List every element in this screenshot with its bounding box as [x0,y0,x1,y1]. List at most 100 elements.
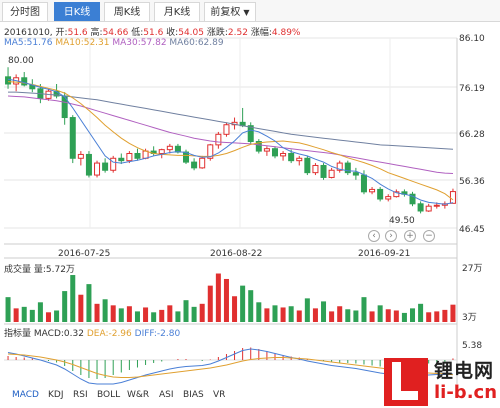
volume-bar [418,303,424,322]
zoom-out-icon[interactable]: − [423,230,435,242]
tab-vr[interactable]: VR [213,390,226,400]
candle-body [385,196,392,200]
macd-plot [4,347,457,385]
ma60-legend: MA60:62.89 [169,38,224,48]
macd-value: MACD:0.32 [33,329,84,339]
candle-body [158,149,165,154]
volume-bar [329,311,335,322]
candle-body [5,76,12,85]
volume-bar [345,309,351,322]
volume-bar [199,303,205,322]
volume-bar [361,297,367,322]
candle-body [191,161,198,169]
candle-body [320,164,327,178]
low-annotation: 49.50 [389,216,415,226]
low-label: 低: [131,28,144,38]
candle-body [199,157,206,169]
ma-lines [7,78,454,205]
volume-label: 成交量 量:5.72万 [4,265,75,275]
low-value: 51.6 [143,28,164,38]
change-label: 涨跌: [206,28,228,38]
macd-tick-top: 5.38 [462,341,482,351]
high-annotation: 80.00 [8,56,34,66]
tab-boll[interactable]: BOLL [97,390,121,400]
volume-bar [13,308,19,322]
candle-body [247,125,254,143]
candle-body [94,162,101,176]
candle-body [344,162,351,174]
volume-bar [369,311,375,322]
volume-bar [248,290,254,322]
price-tick-5: 46.45 [459,225,485,235]
candle-body [304,157,311,174]
tab-kdj[interactable]: KDJ [48,390,64,400]
volume-bar [183,300,189,322]
indicator-tab-bar: MACD KDJ RSI BOLL W&R ASI BIAS VR [0,388,340,406]
candle-body [352,172,359,176]
tab-price-adjust-dropdown[interactable]: 前复权 ▼ [204,2,256,21]
volume-bar [321,301,327,322]
volume-tick-top: 27万 [462,264,482,274]
close-label: 收: [166,28,179,38]
candle-body [377,188,384,200]
tab-rsi[interactable]: RSI [73,390,88,400]
chart-grid [4,37,458,384]
tab-macd[interactable]: MACD [12,390,39,400]
ma-legend: MA5:51.76 MA10:52.31 MA30:57.82 MA60:62.… [4,38,224,48]
candle-body [271,148,278,157]
pct-label: 涨幅: [250,28,272,38]
logo-en-text: li-b.cn [434,382,498,403]
candle-body [134,152,141,159]
price-tick-2: 76.19 [459,84,485,94]
candle-body [142,150,149,159]
volume-tick-bottom: 3万 [462,313,477,323]
tab-weekly-k[interactable]: 周K线 [104,2,150,21]
date-tick-2: 2016-08-22 [210,249,262,259]
macd-header: 指标量 MACD:0.32 DEA:-2.96 DIFF:-2.80 [4,326,180,339]
tab-intraday[interactable]: 分时图 [2,2,48,21]
candle-body [166,145,173,151]
tab-daily-k[interactable]: 日K线 [54,2,100,21]
volume-bar [353,310,359,322]
pct-value: 4.89% [271,28,301,38]
volume-bar [232,296,238,322]
volume-bar [167,305,173,322]
candle-body [280,152,287,157]
volume-bar [86,284,92,322]
macd_diff-line [7,348,454,385]
volume-bar [151,312,157,322]
prev-icon[interactable]: ‹ [368,230,380,242]
tab-wr[interactable]: W&R [127,390,150,400]
volume-bars [5,273,456,322]
volume-bar [126,306,132,322]
candle-body [393,191,400,198]
volume-bar [5,297,11,322]
candle-body [288,152,295,162]
change-value: 2.52 [227,28,248,38]
candle-body [102,162,109,171]
chevron-down-icon: ▼ [243,8,250,17]
tab-bias[interactable]: BIAS [183,390,204,400]
candle-body [126,152,133,162]
ma10-line [7,81,454,201]
next-icon[interactable]: › [385,230,397,242]
candle-body [336,162,343,171]
macd_dea-line [7,353,454,378]
volume-bar [62,291,68,322]
volume-bar [264,308,270,322]
volume-bar [401,312,407,322]
logo-mark [384,358,428,406]
tab-asi[interactable]: ASI [159,390,174,400]
high-value: 54.66 [102,28,129,38]
volume-bar [143,307,149,322]
logo-cn-text: 锂电网 [434,360,495,382]
volume-bar [110,305,116,322]
watermark-logo: 锂电网 li-b.cn [384,354,500,408]
volume-bar [118,308,124,322]
tab-monthly-k[interactable]: 月K线 [154,2,200,21]
volume-bar [434,311,440,322]
macd-section-label: 指标量 [4,329,32,339]
zoom-in-icon[interactable]: + [404,230,416,242]
volume-bar [37,302,43,322]
